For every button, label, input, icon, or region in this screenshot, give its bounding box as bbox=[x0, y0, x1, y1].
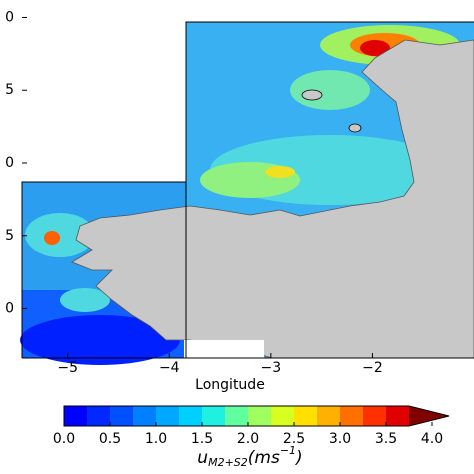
colorbar-band bbox=[271, 406, 294, 426]
y-tick-label: 5 bbox=[5, 228, 14, 244]
domain-outline bbox=[21, 21, 474, 359]
current-zone bbox=[265, 166, 295, 178]
label-part: M2+S2 bbox=[208, 456, 248, 469]
colorbar-band bbox=[110, 406, 133, 426]
map-field bbox=[0, 0, 474, 365]
label-part: ) bbox=[294, 448, 303, 468]
x-tick-label: −5 bbox=[57, 360, 78, 376]
current-zone bbox=[25, 213, 95, 257]
colorbar-tick-label: 2.0 bbox=[237, 431, 259, 447]
colorbar-tick-label: 1.0 bbox=[145, 431, 167, 447]
colorbar-band bbox=[64, 406, 87, 426]
label-part: −1 bbox=[280, 444, 296, 457]
colorbar-band bbox=[133, 406, 156, 426]
colorbar-tick-label: 0.0 bbox=[53, 431, 75, 447]
label-part: u bbox=[197, 448, 208, 468]
no-data bbox=[0, 0, 186, 182]
no-data bbox=[184, 340, 264, 358]
x-tick-label: −2 bbox=[362, 360, 383, 376]
colorbar-band bbox=[248, 406, 271, 426]
island bbox=[348, 123, 362, 133]
colorbar-tick-label: 1.5 bbox=[191, 431, 213, 447]
colorbar-band bbox=[386, 406, 409, 426]
no-data bbox=[186, 0, 474, 22]
colorbar-tick-label: 4.0 bbox=[421, 431, 443, 447]
current-zone bbox=[360, 40, 390, 56]
sea-deep bbox=[20, 315, 180, 365]
colorbar-band bbox=[156, 406, 179, 426]
colorbar-band bbox=[179, 406, 202, 426]
colorbar-band bbox=[294, 406, 317, 426]
colorbar-band bbox=[317, 406, 340, 426]
current-zone bbox=[44, 231, 60, 245]
colorbar-tick-label: 3.0 bbox=[329, 431, 351, 447]
colorbar-band bbox=[363, 406, 386, 426]
island bbox=[301, 89, 323, 101]
colorbar-tick-label: 3.5 bbox=[375, 431, 397, 447]
colorbar-extend bbox=[409, 406, 449, 426]
y-tick-label: 0 bbox=[5, 301, 14, 317]
x-axis-label: Longitude bbox=[195, 377, 265, 393]
colorbar-tick-label: 2.5 bbox=[283, 431, 305, 447]
colorbar-band bbox=[340, 406, 363, 426]
x-tick-label: −4 bbox=[159, 360, 180, 376]
colorbar-tick-label: 0.5 bbox=[99, 431, 121, 447]
colorbar-band bbox=[87, 406, 110, 426]
current-zone bbox=[290, 70, 370, 110]
colorbar-band bbox=[202, 406, 225, 426]
x-tick-label: −3 bbox=[261, 360, 282, 376]
y-tick-label: 0 bbox=[5, 9, 14, 25]
colorbar-label: uM2+S2(ms−1) bbox=[197, 444, 302, 469]
colorbar-band bbox=[225, 406, 248, 426]
y-tick-label: 5 bbox=[5, 82, 14, 98]
current-zone bbox=[60, 288, 110, 312]
y-tick-label: 0 bbox=[5, 155, 14, 171]
land bbox=[71, 39, 474, 359]
label-part: (ms bbox=[248, 448, 280, 468]
